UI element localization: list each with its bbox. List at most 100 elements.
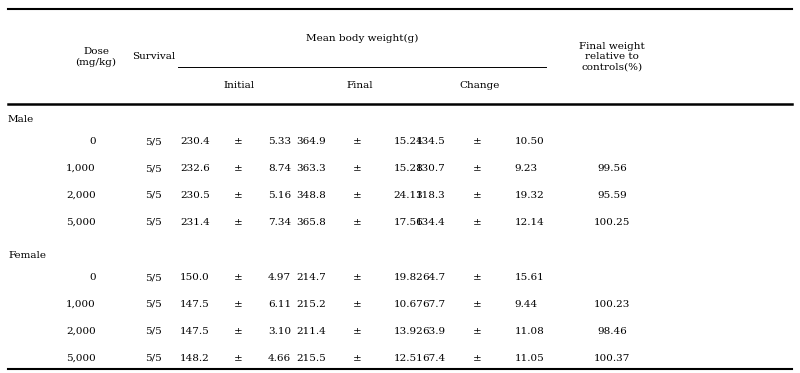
- Text: 147.5: 147.5: [180, 327, 210, 336]
- Text: Initial: Initial: [223, 81, 254, 90]
- Text: 148.2: 148.2: [180, 354, 210, 363]
- Text: 363.3: 363.3: [296, 164, 326, 173]
- Text: 100.37: 100.37: [594, 354, 630, 363]
- Text: 17.56: 17.56: [394, 218, 423, 227]
- Text: ±: ±: [474, 354, 482, 363]
- Text: ±: ±: [354, 273, 362, 282]
- Text: ±: ±: [354, 191, 362, 200]
- Text: ±: ±: [474, 273, 482, 282]
- Text: 134.5: 134.5: [416, 137, 446, 146]
- Text: 19.32: 19.32: [514, 191, 544, 200]
- Text: 63.9: 63.9: [422, 327, 446, 336]
- Text: 8.74: 8.74: [268, 164, 291, 173]
- Text: 24.13: 24.13: [394, 191, 423, 200]
- Text: 12.51: 12.51: [394, 354, 423, 363]
- Text: Male: Male: [8, 115, 34, 124]
- Text: ±: ±: [354, 164, 362, 173]
- Text: 0: 0: [90, 137, 96, 146]
- Text: 130.7: 130.7: [416, 164, 446, 173]
- Text: 214.7: 214.7: [296, 273, 326, 282]
- Text: 5/5: 5/5: [146, 300, 162, 309]
- Text: 211.4: 211.4: [296, 327, 326, 336]
- Text: 5/5: 5/5: [146, 137, 162, 146]
- Text: 11.05: 11.05: [514, 354, 544, 363]
- Text: 230.4: 230.4: [180, 137, 210, 146]
- Text: 19.82: 19.82: [394, 273, 423, 282]
- Text: 9.44: 9.44: [514, 300, 538, 309]
- Text: 230.5: 230.5: [180, 191, 210, 200]
- Text: 5/5: 5/5: [146, 354, 162, 363]
- Text: 364.9: 364.9: [296, 137, 326, 146]
- Text: 5.33: 5.33: [268, 137, 291, 146]
- Text: 100.23: 100.23: [594, 300, 630, 309]
- Text: 1,000: 1,000: [66, 300, 96, 309]
- Text: 5/5: 5/5: [146, 218, 162, 227]
- Text: ±: ±: [354, 300, 362, 309]
- Text: ±: ±: [474, 191, 482, 200]
- Text: Change: Change: [460, 81, 500, 90]
- Text: 11.08: 11.08: [514, 327, 544, 336]
- Text: 365.8: 365.8: [296, 218, 326, 227]
- Text: 5/5: 5/5: [146, 191, 162, 200]
- Text: ±: ±: [474, 300, 482, 309]
- Text: ±: ±: [474, 164, 482, 173]
- Text: Final weight
relative to
controls(%): Final weight relative to controls(%): [579, 42, 645, 72]
- Text: 2,000: 2,000: [66, 191, 96, 200]
- Text: 10.50: 10.50: [514, 137, 544, 146]
- Text: ±: ±: [234, 273, 242, 282]
- Text: 118.3: 118.3: [416, 191, 446, 200]
- Text: 6.11: 6.11: [268, 300, 291, 309]
- Text: ±: ±: [354, 218, 362, 227]
- Text: ±: ±: [354, 327, 362, 336]
- Text: 3.10: 3.10: [268, 327, 291, 336]
- Text: 15.28: 15.28: [394, 164, 423, 173]
- Text: 5,000: 5,000: [66, 218, 96, 227]
- Text: 9.23: 9.23: [514, 164, 538, 173]
- Text: 4.97: 4.97: [268, 273, 291, 282]
- Text: ±: ±: [354, 354, 362, 363]
- Text: 67.4: 67.4: [422, 354, 446, 363]
- Text: 15.24: 15.24: [394, 137, 423, 146]
- Text: ±: ±: [234, 137, 242, 146]
- Text: Survival: Survival: [132, 52, 175, 62]
- Text: 231.4: 231.4: [180, 218, 210, 227]
- Text: ±: ±: [234, 191, 242, 200]
- Text: 348.8: 348.8: [296, 191, 326, 200]
- Text: 134.4: 134.4: [416, 218, 446, 227]
- Text: 95.59: 95.59: [597, 191, 627, 200]
- Text: ±: ±: [234, 327, 242, 336]
- Text: 232.6: 232.6: [180, 164, 210, 173]
- Text: 15.61: 15.61: [514, 273, 544, 282]
- Text: ±: ±: [474, 218, 482, 227]
- Text: Mean body weight(g): Mean body weight(g): [306, 34, 418, 43]
- Text: Final: Final: [346, 81, 373, 90]
- Text: Female: Female: [8, 251, 46, 260]
- Text: 13.92: 13.92: [394, 327, 423, 336]
- Text: ±: ±: [474, 327, 482, 336]
- Text: 1,000: 1,000: [66, 164, 96, 173]
- Text: ±: ±: [474, 137, 482, 146]
- Text: ±: ±: [354, 137, 362, 146]
- Text: 12.14: 12.14: [514, 218, 544, 227]
- Text: 64.7: 64.7: [422, 273, 446, 282]
- Text: 2,000: 2,000: [66, 327, 96, 336]
- Text: ±: ±: [234, 354, 242, 363]
- Text: 98.46: 98.46: [597, 327, 627, 336]
- Text: 99.56: 99.56: [597, 164, 627, 173]
- Text: ±: ±: [234, 164, 242, 173]
- Text: ±: ±: [234, 218, 242, 227]
- Text: 215.2: 215.2: [296, 300, 326, 309]
- Text: Dose
(mg/kg): Dose (mg/kg): [75, 47, 117, 67]
- Text: 147.5: 147.5: [180, 300, 210, 309]
- Text: 215.5: 215.5: [296, 354, 326, 363]
- Text: 10.67: 10.67: [394, 300, 423, 309]
- Text: 4.66: 4.66: [268, 354, 291, 363]
- Text: 5/5: 5/5: [146, 273, 162, 282]
- Text: 100.25: 100.25: [594, 218, 630, 227]
- Text: ±: ±: [234, 300, 242, 309]
- Text: 5/5: 5/5: [146, 327, 162, 336]
- Text: 150.0: 150.0: [180, 273, 210, 282]
- Text: 5/5: 5/5: [146, 164, 162, 173]
- Text: 67.7: 67.7: [422, 300, 446, 309]
- Text: 5,000: 5,000: [66, 354, 96, 363]
